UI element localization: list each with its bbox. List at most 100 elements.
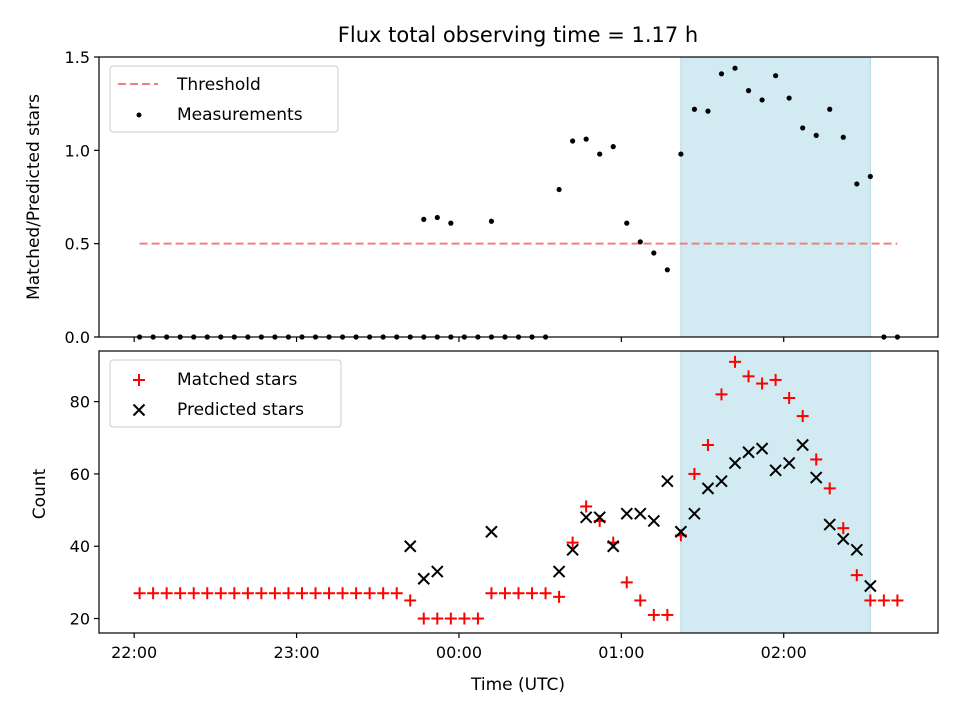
matched-stars-point bbox=[295, 587, 308, 600]
predicted-stars-point bbox=[607, 540, 620, 553]
predicted-stars-point bbox=[647, 514, 661, 528]
matched-stars-point bbox=[431, 612, 444, 625]
measurement-point bbox=[773, 73, 779, 79]
predicted-stars-point bbox=[485, 525, 498, 538]
predicted-stars-point bbox=[404, 540, 417, 553]
matched-stars-point bbox=[390, 587, 403, 600]
y-tick-label: 0.0 bbox=[65, 328, 90, 347]
top-legend: Threshold Measurements bbox=[109, 65, 339, 133]
y-tick-label: 80 bbox=[70, 393, 90, 412]
matched-stars-point bbox=[715, 388, 728, 401]
matched-stars-point bbox=[444, 612, 457, 625]
measurement-point bbox=[448, 220, 454, 226]
matched-stars-point bbox=[214, 587, 227, 600]
bottom-axes-frame bbox=[98, 350, 939, 634]
x-tick-label: 22:00 bbox=[111, 643, 157, 662]
matched-stars-point bbox=[729, 355, 742, 368]
matched-stars-point bbox=[810, 453, 823, 466]
matched-stars-point bbox=[417, 612, 430, 625]
matched-stars-point bbox=[688, 467, 701, 480]
chart-title: Flux total observing time = 1.17 h bbox=[338, 23, 698, 47]
measurement-point bbox=[718, 71, 725, 77]
matched-stars-point bbox=[485, 587, 498, 600]
measurement-point bbox=[637, 239, 643, 245]
measurement-point bbox=[488, 218, 495, 224]
measurement-point bbox=[556, 186, 562, 193]
predicted-stars-point bbox=[742, 446, 755, 459]
predicted-stars-point bbox=[837, 532, 850, 546]
x-tick-label: 01:00 bbox=[598, 643, 644, 662]
x-tick-label: 02:00 bbox=[761, 643, 807, 662]
matched-stars-point bbox=[823, 482, 836, 495]
matched-stars-point bbox=[634, 594, 647, 607]
matched-stars-point bbox=[255, 587, 268, 600]
matched-stars-point bbox=[228, 587, 241, 600]
matched-stars-point bbox=[404, 594, 417, 607]
matched-stars-point bbox=[553, 590, 566, 603]
top-axes-frame bbox=[98, 56, 939, 338]
predicted-stars-point bbox=[674, 525, 688, 538]
predicted-stars-point bbox=[850, 543, 864, 557]
y-tick-label: 1.5 bbox=[65, 48, 90, 67]
predicted-stars-point bbox=[796, 438, 809, 452]
matched-stars-point bbox=[512, 587, 525, 600]
measurement-point bbox=[827, 106, 833, 112]
measurement-point bbox=[610, 144, 616, 150]
measurement-point bbox=[732, 65, 738, 71]
matched-stars-point bbox=[458, 612, 471, 625]
matched-stars-point bbox=[850, 569, 863, 582]
measurement-point bbox=[434, 214, 440, 221]
measurement-point bbox=[745, 88, 752, 94]
top-y-axis-label: Matched/Predicted stars bbox=[24, 94, 44, 300]
x-axis-label: Time (UTC) bbox=[470, 675, 565, 695]
measurement-point bbox=[786, 95, 792, 101]
matched-stars-point bbox=[742, 370, 755, 383]
measurement-point bbox=[759, 97, 765, 103]
matched-stars-point bbox=[147, 587, 160, 600]
predicted-stars-point bbox=[715, 474, 728, 488]
matched-stars-point bbox=[201, 587, 214, 600]
bottom-legend-frame bbox=[109, 359, 342, 428]
matched-stars-point bbox=[471, 612, 484, 625]
predicted-stars-point bbox=[810, 471, 823, 484]
observing-window-shade bbox=[680, 350, 871, 634]
predicted-stars-point bbox=[782, 456, 796, 470]
predicted-stars-point bbox=[823, 518, 836, 531]
matched-stars-point bbox=[837, 522, 850, 535]
legend-predicted-label: Predicted stars bbox=[177, 400, 304, 420]
matched-stars-point bbox=[769, 373, 782, 386]
predicted-stars-point bbox=[755, 442, 769, 455]
y-tick-label: 1.0 bbox=[65, 141, 90, 160]
matched-stars-point bbox=[580, 500, 593, 513]
x-tick-label: 23:00 bbox=[274, 643, 320, 662]
matched-stars-point bbox=[526, 587, 539, 600]
matched-stars-point bbox=[282, 587, 295, 600]
predicted-stars-point bbox=[579, 511, 593, 524]
measurement-point bbox=[691, 106, 698, 112]
measurement-point bbox=[800, 125, 806, 131]
measurement-point bbox=[583, 136, 589, 142]
measurement-point bbox=[813, 132, 819, 138]
top-axes: 0.0 0.5 1.0 1.5 Matched/Predicted stars Thr… bbox=[24, 48, 939, 347]
matched-stars-point bbox=[323, 587, 336, 600]
matched-stars-point bbox=[783, 392, 796, 404]
y-tick-label: 0.5 bbox=[65, 235, 90, 254]
measurement-point bbox=[867, 173, 873, 180]
matched-stars-point bbox=[796, 410, 809, 423]
matched-stars-point bbox=[701, 439, 714, 451]
matched-stars-point bbox=[160, 587, 173, 600]
predicted-stars-point bbox=[728, 456, 742, 470]
matched-stars-point bbox=[498, 587, 511, 600]
matched-stars-point bbox=[187, 587, 200, 600]
legend-measurements-label: Measurements bbox=[177, 105, 303, 125]
y-tick-label: 40 bbox=[70, 537, 90, 556]
matched-stars-point bbox=[620, 576, 633, 589]
y-tick-label: 20 bbox=[70, 610, 90, 629]
predicted-stars-point bbox=[769, 464, 782, 477]
measurement-point bbox=[570, 138, 576, 144]
x-tick-label: 00:00 bbox=[436, 643, 482, 662]
matched-stars-point bbox=[377, 587, 390, 600]
measurement-point bbox=[651, 250, 657, 256]
predicted-stars-point bbox=[431, 565, 444, 578]
bottom-legend: Matched stars Predicted stars bbox=[109, 359, 342, 428]
